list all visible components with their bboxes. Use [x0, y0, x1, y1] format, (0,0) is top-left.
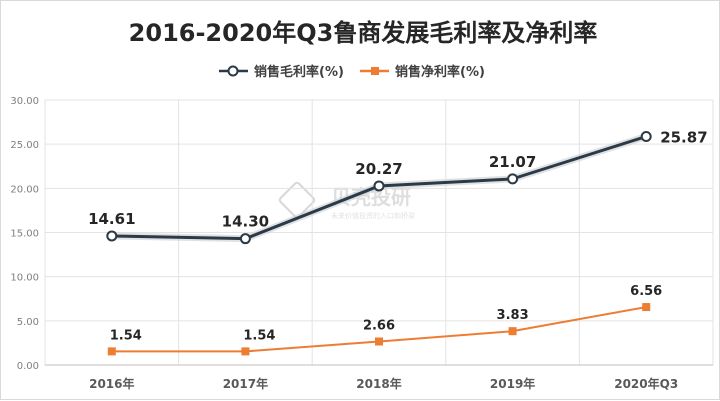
y-tick-label: 25.00 — [10, 140, 39, 151]
y-tick-label: 0.00 — [17, 361, 39, 372]
legend-item-gross-margin: 销售毛利率(%) — [219, 64, 344, 80]
x-tick-label: 2017年 — [223, 376, 268, 391]
watermark-subtitle: 未来价值投资的入口和桥梁 — [331, 211, 415, 220]
legend-label-gross-margin: 销售毛利率(%) — [254, 64, 344, 80]
legend-label-net-margin: 销售净利率(%) — [395, 64, 485, 80]
x-tick-label: 2018年 — [356, 376, 401, 391]
data-point — [239, 233, 251, 245]
chart-legend: 销售毛利率(%) 销售净利率(%) — [219, 64, 485, 80]
data-point — [640, 130, 652, 142]
y-tick-label: 15.00 — [10, 229, 39, 240]
chart-title: 2016-2020年Q3鲁商发展毛利率及净利率 — [129, 19, 598, 47]
data-label: 6.56 — [630, 284, 662, 299]
data-point — [375, 337, 383, 346]
data-point — [642, 303, 651, 312]
data-point — [106, 230, 118, 242]
data-point — [373, 180, 385, 192]
data-label: 2.66 — [363, 319, 395, 334]
data-label: 1.54 — [110, 328, 142, 343]
x-tick-label: 2019年 — [490, 376, 535, 391]
data-label: 14.30 — [222, 213, 269, 231]
x-tick-label: 2016年 — [89, 376, 134, 391]
y-tick-label: 5.00 — [17, 317, 39, 328]
data-point — [508, 327, 517, 336]
x-tick-label: 2020年Q3 — [614, 376, 678, 391]
data-label: 21.07 — [489, 153, 536, 171]
data-label: 1.54 — [243, 328, 275, 343]
data-label: 20.27 — [355, 160, 402, 178]
data-point — [507, 173, 519, 185]
data-label: 25.87 — [660, 128, 707, 146]
data-point — [241, 347, 250, 356]
data-point — [107, 347, 116, 356]
y-tick-label: 10.00 — [10, 273, 39, 284]
y-tick-label: 20.00 — [10, 184, 39, 195]
data-label: 14.61 — [88, 210, 135, 228]
data-label: 3.83 — [497, 308, 529, 323]
legend-item-net-margin: 销售净利率(%) — [360, 64, 485, 80]
y-tick-label: 30.00 — [10, 96, 39, 107]
